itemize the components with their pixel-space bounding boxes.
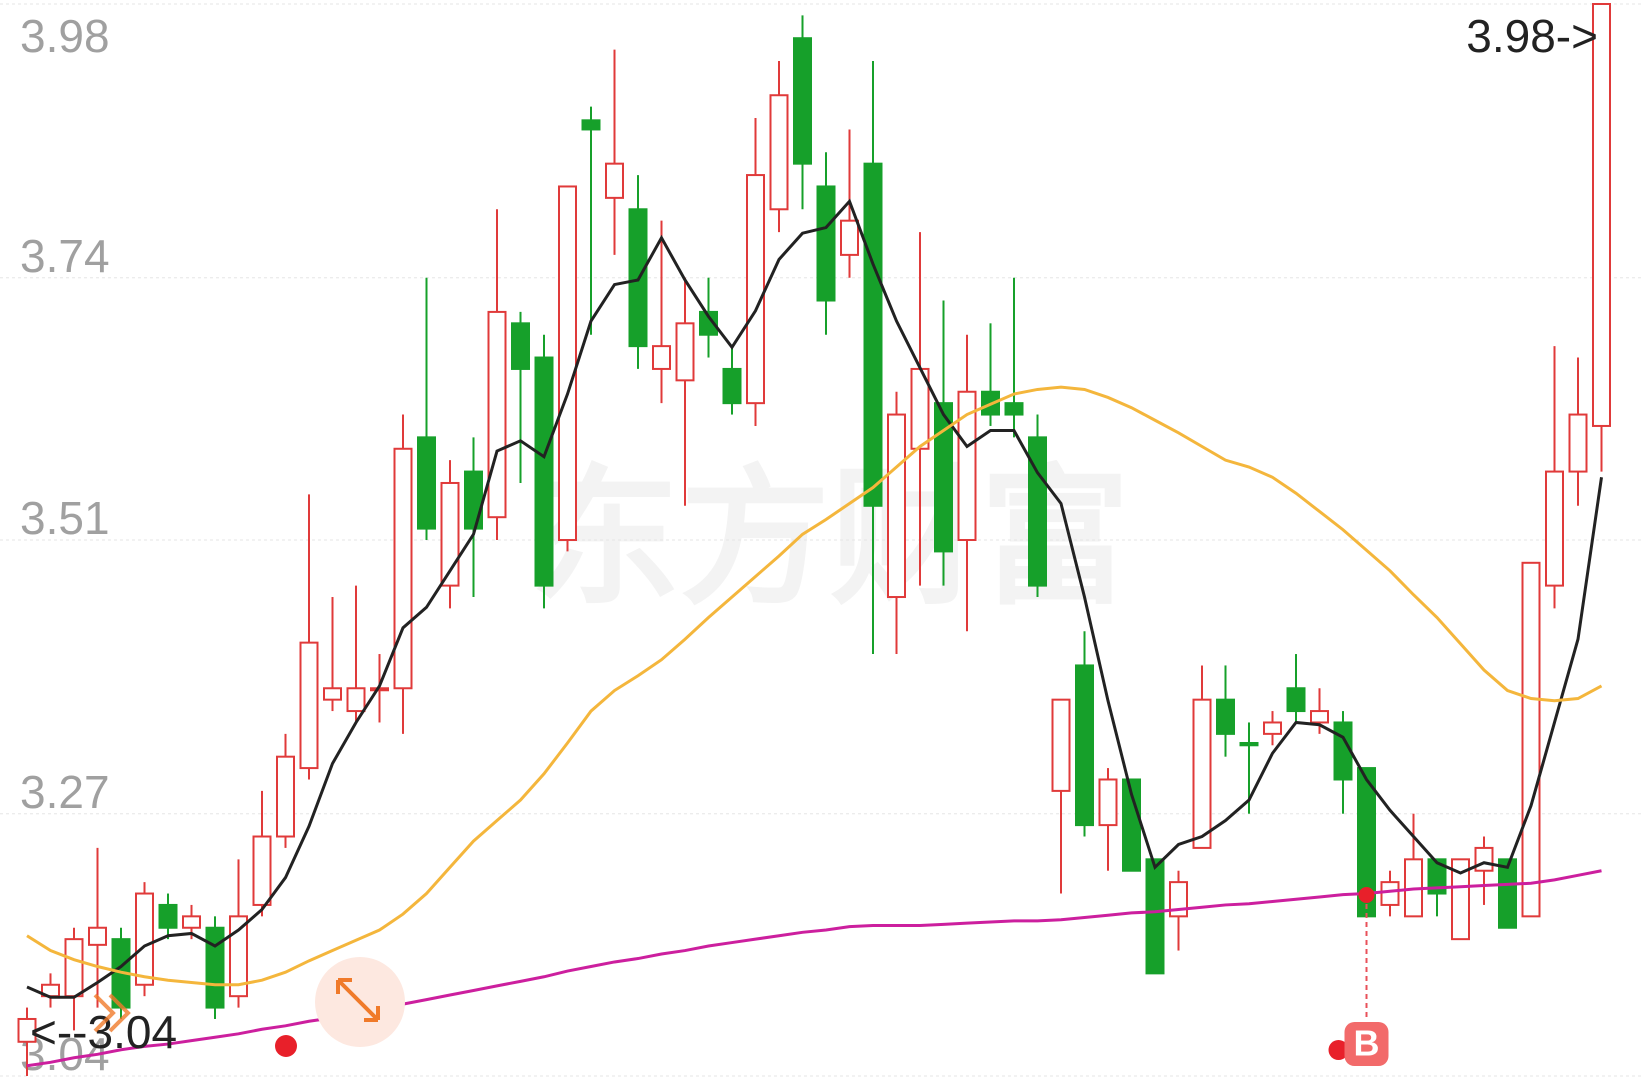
candle-body — [957, 390, 977, 542]
candle-body — [417, 436, 436, 530]
candle-body — [346, 687, 366, 713]
candle-body — [1592, 3, 1611, 427]
candle-body — [229, 915, 248, 998]
candle-body — [675, 322, 695, 382]
candle-body — [158, 903, 178, 929]
signal-dot — [275, 1035, 297, 1057]
buy-badge — [1344, 1022, 1389, 1066]
candle-body — [1075, 664, 1094, 827]
candle-body — [652, 345, 671, 370]
buy-label: B — [1354, 1023, 1380, 1064]
candle-body — [205, 926, 225, 1009]
candle-body — [464, 470, 483, 530]
ma-line — [26, 869, 1602, 1068]
candle-body — [793, 37, 812, 165]
y-tick-label: 3.51 — [20, 492, 110, 544]
y-tick-label: 3.27 — [20, 766, 110, 818]
candle-body — [1427, 858, 1447, 895]
candle-body — [1286, 687, 1306, 713]
buy-dot — [1328, 1040, 1349, 1060]
candle-body — [323, 687, 342, 701]
candle-body — [1521, 561, 1541, 918]
candle-body — [581, 119, 601, 131]
candle-body — [1051, 698, 1071, 792]
candle-body — [816, 185, 836, 302]
candle-body — [135, 892, 154, 986]
candle-body — [1263, 721, 1282, 735]
candle-body — [746, 174, 765, 405]
candle-body — [605, 162, 624, 199]
ma-line — [26, 385, 1603, 987]
chevron-icon — [93, 993, 131, 1033]
candle-body — [534, 356, 554, 587]
candle-body — [1098, 778, 1118, 827]
candle-body — [17, 1017, 37, 1043]
buy-dot — [1358, 887, 1375, 903]
ma-line — [26, 198, 1603, 999]
candle-body — [769, 94, 789, 211]
candle-body — [393, 447, 413, 690]
candle-body — [64, 938, 84, 998]
expand-icon — [336, 978, 380, 1022]
max-label: 3.98-> — [1466, 10, 1598, 62]
candle-body — [840, 219, 859, 256]
candle-body — [863, 162, 883, 507]
candle-body — [88, 926, 107, 946]
candle-body — [887, 413, 906, 599]
candle-body — [1474, 846, 1494, 872]
candle-body — [276, 755, 295, 838]
candle-body — [934, 402, 953, 553]
y-tick-label: 3.98 — [20, 10, 110, 62]
candle-body — [1568, 413, 1588, 473]
candle-body — [1451, 858, 1470, 941]
candle-body — [1545, 470, 1564, 587]
candle-body — [511, 322, 530, 370]
candle-body — [440, 481, 460, 587]
min-label: <--3.04 — [30, 1006, 177, 1058]
candle-body — [487, 310, 507, 519]
candle-body — [1239, 741, 1259, 747]
candle-body — [1004, 402, 1024, 416]
candle-body — [182, 915, 201, 929]
candle-body — [558, 185, 577, 541]
candle-body — [1216, 698, 1235, 735]
candle-body — [252, 835, 272, 906]
candle-body — [299, 641, 319, 770]
candle-body — [1028, 436, 1047, 587]
candle-body — [1145, 858, 1165, 975]
candle-body — [722, 367, 742, 405]
candle-body — [1498, 858, 1517, 929]
candle-body — [1310, 710, 1329, 724]
y-tick-label: 3.74 — [20, 230, 110, 282]
candle-body — [699, 310, 718, 336]
candle-body — [1192, 698, 1212, 849]
candle-body — [1380, 881, 1400, 906]
